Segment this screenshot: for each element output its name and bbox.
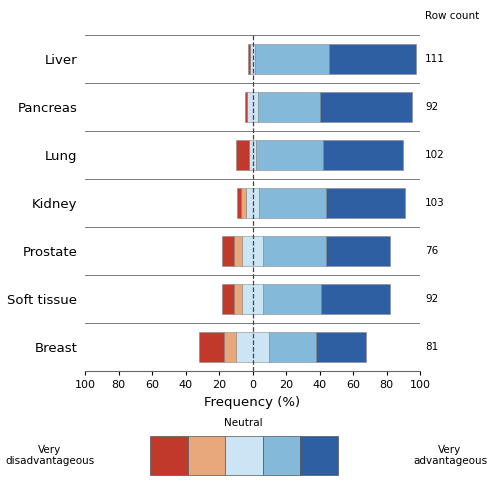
Text: 81: 81 xyxy=(425,342,438,352)
Bar xyxy=(316,332,366,362)
Bar xyxy=(321,284,390,314)
Bar xyxy=(258,92,320,122)
Bar xyxy=(262,284,321,314)
Bar xyxy=(320,92,412,122)
Bar xyxy=(222,236,234,266)
Bar xyxy=(245,92,246,122)
Bar xyxy=(256,140,323,170)
Bar xyxy=(242,236,262,266)
Bar xyxy=(238,188,241,218)
Bar xyxy=(246,92,258,122)
Bar xyxy=(224,332,236,362)
Bar xyxy=(236,332,269,362)
Text: 92: 92 xyxy=(425,102,438,112)
Bar xyxy=(248,44,250,74)
Bar xyxy=(269,332,316,362)
Bar xyxy=(234,284,242,314)
Bar xyxy=(250,44,255,74)
Bar xyxy=(262,236,326,266)
Text: Very
advantageous: Very advantageous xyxy=(413,445,487,466)
Bar xyxy=(242,284,262,314)
Bar xyxy=(259,188,326,218)
Bar xyxy=(255,44,328,74)
Text: 102: 102 xyxy=(425,150,445,160)
Text: Neutral: Neutral xyxy=(224,418,263,428)
Text: 103: 103 xyxy=(425,198,445,208)
Bar xyxy=(199,332,224,362)
Bar xyxy=(326,188,405,218)
Bar xyxy=(246,188,259,218)
Text: 92: 92 xyxy=(425,294,438,304)
Bar xyxy=(236,140,249,170)
Text: 111: 111 xyxy=(425,53,445,64)
Bar xyxy=(241,188,246,218)
Text: Row count: Row count xyxy=(425,11,480,21)
Text: 76: 76 xyxy=(425,246,438,256)
Bar xyxy=(328,44,416,74)
Bar xyxy=(222,284,234,314)
Text: Very
disadvantageous: Very disadvantageous xyxy=(6,445,94,466)
Bar xyxy=(249,140,256,170)
Bar xyxy=(323,140,403,170)
Bar xyxy=(326,236,390,266)
X-axis label: Frequency (%): Frequency (%) xyxy=(204,396,300,409)
Bar xyxy=(234,236,242,266)
